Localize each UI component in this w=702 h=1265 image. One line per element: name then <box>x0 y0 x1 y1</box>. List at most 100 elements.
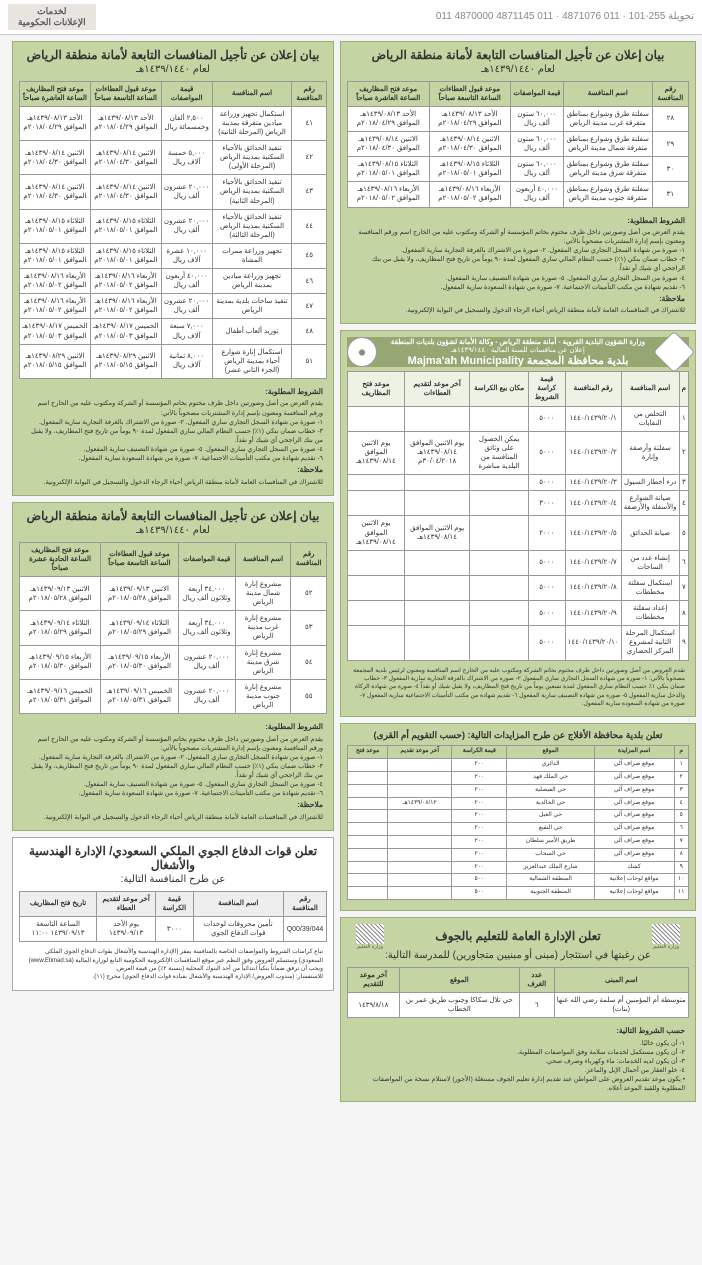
table-row: ٥٣مشروع إنارة غرب مدينة الرياض٣٤,٠٠٠ أرب… <box>20 611 327 645</box>
col-header: تاريخ فتح المظاريف <box>20 891 97 916</box>
riyadh-announce-1: بيان إعلان عن تأجيل المنافسات التابعة لأ… <box>340 41 696 325</box>
col-header: قيمة الكراسة <box>452 746 507 759</box>
col-header: رقم المنافسة <box>291 542 327 576</box>
col-header: موعد فتح المظاريف الساعة العاشرة صباحاً <box>348 81 430 106</box>
col-header: اسم المنافسة <box>193 891 283 916</box>
conditions-2: الشروط المطلوبة: يقدم العرض من أصل وصورت… <box>19 383 327 489</box>
table-row: ٣١سفلتة طرق وشوارع بمناطق متفرقة جنوب مد… <box>348 182 689 207</box>
table-row: ٢٨سفلتة طرق وشوارع بمناطق متفرقة غرب مدي… <box>348 106 689 131</box>
col-header: آخر موعد تقديم <box>388 746 452 759</box>
services-badge: لخدمات الإعلانات الحكومية <box>8 4 96 30</box>
table-row: ٢٩سفلتة طرق وشوارع بمناطق متفرقة شمال مد… <box>348 131 689 156</box>
col-header: قيمة المواصفات <box>178 542 235 576</box>
col-header: قيمة الكراسة <box>156 891 193 916</box>
table-row: ٤٧تنفيذ ساحات بلدية بمدينة الرياض٢٠,٠٠٠ … <box>20 294 327 319</box>
col-header: اسم المزايدة <box>594 746 674 759</box>
jouf-box: وزارة التعليم تعلن الإدارة العامة للتعلي… <box>340 917 696 1102</box>
table-row: ٤٨توريد ألعاب أطفال٧,٠٠٠ سبعة آلاف ريالا… <box>20 319 327 344</box>
table-head-row: رقم المنافسةاسم المنافسةقيمة المواصفاتمو… <box>348 81 689 106</box>
table-row: ٤٦تجهيز وزراعة ميادين بمدينة الرياض٤٠,٠٠… <box>20 269 327 294</box>
col-header: آخر موعد للتقديم <box>348 968 400 993</box>
col-header: رقم المنافسة <box>292 81 327 106</box>
col-header: اسم المبنى <box>554 968 688 993</box>
table-row: ٤٥تجهيز وزراعة ممرات المشاة١٠,٠٠٠ عشرة آ… <box>20 243 327 268</box>
seal-icon: ⬤ <box>347 337 377 367</box>
col-header: رقم المنافسة <box>565 372 621 406</box>
ministry-logo-right: وزارة التعليم <box>347 924 393 950</box>
announce2-table: رقم المنافسةاسم المنافسةقيمة المواصفاتمو… <box>19 81 327 379</box>
col-header: مكان بيع الكراسة <box>470 372 528 406</box>
col-header: قيمة كراسة الشروط <box>528 372 565 406</box>
table-row: ٤٤تنفيذ الحدائق بالأحياء السكنية بمدينة … <box>20 209 327 243</box>
region-icon <box>653 331 695 373</box>
announce1-title: بيان إعلان عن تأجيل المنافسات التابعة لأ… <box>347 48 689 62</box>
table-row: ٤٣تنفيذ الحدائق بالأحياء السكنية بمدينة … <box>20 175 327 209</box>
muni-conditions: تقدم العروض من أصل وصورتين داخل ظرف مختو… <box>347 665 689 711</box>
table-row: ٦إنشاء عدد من الساحات١٤٤٠/١٤٣٩/٢٠/٧٥٠٠٠ <box>348 550 689 575</box>
announce3-sub: لعام ١٤٣٩/١٤٤٠هـ <box>19 525 327 536</box>
col-header: عدد الغرف <box>520 968 555 993</box>
announce1-sub: لعام ١٤٣٩/١٤٤٠هـ <box>347 64 689 75</box>
table-row: ٤٢تنفيذ الحدائق بالأحياء السكنية بمدينة … <box>20 141 327 175</box>
col-header: قيمة المواصفات <box>510 81 563 106</box>
announce3-title: بيان إعلان عن تأجيل المنافسات التابعة لأ… <box>19 509 327 523</box>
table-row: ١التخلص من النفايات١٤٤٠/١٤٣٩/٢٠/١٥٠٠٠ <box>348 406 689 431</box>
col-header: موعد قبول العطاءات الساعة التاسعة صباحاً <box>429 81 510 106</box>
table-row: ١٠مواقع لوحات إعلانيةالمنطقة الشمالية٥٠٠ <box>348 874 689 887</box>
defend-note: تباع كراسات الشروط والمواصفات الخاصة بال… <box>19 946 327 984</box>
col-header: آخر موعد لتقديم العطاء <box>97 891 156 916</box>
aflaj-title: تعلن بلدية محافظة الأفلاج عن طرح المزايد… <box>347 730 689 741</box>
conditions: الشروط المطلوبة: يقدم العرض من أصل وصورت… <box>347 212 689 318</box>
table-row: ٦موقع صراف آليحي النقيع٢٠٠ <box>348 823 689 836</box>
col-header: موعد قبول العطاءات الساعة التاسعة صباحاً <box>101 542 179 576</box>
contact-numbers: 011 4870000 تحويلة 255-101 · 011 4871076… <box>436 11 694 22</box>
table-row: ٢موقع صراف آليحي الملك فهد٢٠٠ <box>348 772 689 785</box>
table-row: ٩استكمال المرحلة الثانية لمشروع المركز ا… <box>348 626 689 660</box>
muni-table: ماسم المنافسةرقم المنافسةقيمة كراسة الشر… <box>347 371 689 660</box>
col-header: رقم المنافسة <box>283 891 326 916</box>
table-row: ٥موقع صراف آليحي الغيل٢٠٠ <box>348 810 689 823</box>
conditions-3: الشروط المطلوبة: يقدم العرض من أصل وصورت… <box>19 718 327 824</box>
table-row: Q00/39/044تأمين محروقات لوحدات قوات الدف… <box>20 917 327 942</box>
announce2-sub: لعام ١٤٣٩/١٤٤٠هـ <box>19 64 327 75</box>
table-row: ٧استكمال سفلتة مخططات١٤٤٠/١٤٣٩/٢٠/٨٥٠٠٠ <box>348 575 689 600</box>
table-row: ٧موقع صراف آليطريق الأمير سلطان٢٠٠ <box>348 836 689 849</box>
table-row: ٤صيانة الشوارع والأسفلة والأرصفة١٤٤٠/١٤٣… <box>348 491 689 516</box>
defend-table: رقم المنافسةاسم المنافسةقيمة الكراسةآخر … <box>19 891 327 942</box>
table-row: ١١مواقع لوحات إعلانيةالمنطقة الجنوبية٥٠٠ <box>348 887 689 900</box>
defend-title: تعلن قوات الدفاع الجوي الملكي السعودي/ ا… <box>19 844 327 872</box>
table-row: متوسطة أم المؤمنين أم سلمة رضي الله عنها… <box>348 993 689 1018</box>
col-header: اسم المنافسة <box>563 81 652 106</box>
table-row: ٤موقع صراف آليحي الخالدية٢٠٠١٤٣٩/٠٨/١٢هـ <box>348 797 689 810</box>
col-header: م <box>679 372 688 406</box>
col-header: رقم المنافسة <box>652 81 688 106</box>
col-header: اسم المنافسة <box>235 542 291 576</box>
ministry-logo-left: وزارة التعليم <box>643 924 689 950</box>
table-row: ٥صيانة الحدائق١٤٤٠/١٤٣٩/٢٠/٥٢٠٠٠يوم الاث… <box>348 516 689 550</box>
col-header: الموقع <box>507 746 594 759</box>
air-defense-box: تعلن قوات الدفاع الجوي الملكي السعودي/ ا… <box>12 837 334 991</box>
col-header: اسم المنافسة <box>212 81 292 106</box>
col-header: موعد فتح المظاريف الساعة العاشرة صباحاً <box>20 81 91 106</box>
aflaj-table: ماسم المزايدةالموقعقيمة الكراسةآخر موعد … <box>347 745 689 900</box>
announce2-title: بيان إعلان عن تأجيل المنافسات التابعة لأ… <box>19 48 327 62</box>
col-header: موعد فتح <box>348 746 388 759</box>
table-row: ٤١استكمال تجهيز وزراعة ميادين متفرقة بمد… <box>20 106 327 140</box>
col-header: موعد فتح المظاريف <box>348 372 405 406</box>
table-row: ٥١استكمال إنارة شوارع أحياء بمدينة الريا… <box>20 344 327 378</box>
jouf-title: تعلن الإدارة العامة للتعليم بالجوف <box>399 929 637 943</box>
table-row: ١موقع صراف آليالدائري٢٠٠ <box>348 759 689 772</box>
aflaj-box: تعلن بلدية محافظة الأفلاج عن طرح المزايد… <box>340 723 696 911</box>
table-row: ٥٢مشروع إنارة شمال مدينة الرياض٣٤,٠٠٠ أر… <box>20 576 327 610</box>
announce3-table: رقم المنافسةاسم المنافسةقيمة المواصفاتمو… <box>19 542 327 714</box>
col-header: اسم المنافسة <box>621 372 679 406</box>
col-header: م <box>674 746 689 759</box>
jouf-table: اسم المبنىعدد الغرفالموقعآخر موعد للتقدي… <box>347 967 689 1018</box>
riyadh-announce-3: بيان إعلان عن تأجيل المنافسات التابعة لأ… <box>12 502 334 831</box>
table-row: ٨موقع صراف آليحي السحاب٢٠٠ <box>348 848 689 861</box>
col-header: موعد قبول العطاءات الساعة التاسعة صباحاً <box>90 81 161 106</box>
defend-sub: عن طرح المنافسة التالية: <box>19 874 327 885</box>
jouf-sub: عن رغبتها في استئجار (مبنى أو مبنيين متج… <box>347 950 689 961</box>
riyadh-announce-2: بيان إعلان عن تأجيل المنافسات التابعة لأ… <box>12 41 334 496</box>
table-row: ٣درء أخطار السيول١٤٤٠/١٤٣٩/٢٠/٣٥٠٠٠ <box>348 475 689 491</box>
